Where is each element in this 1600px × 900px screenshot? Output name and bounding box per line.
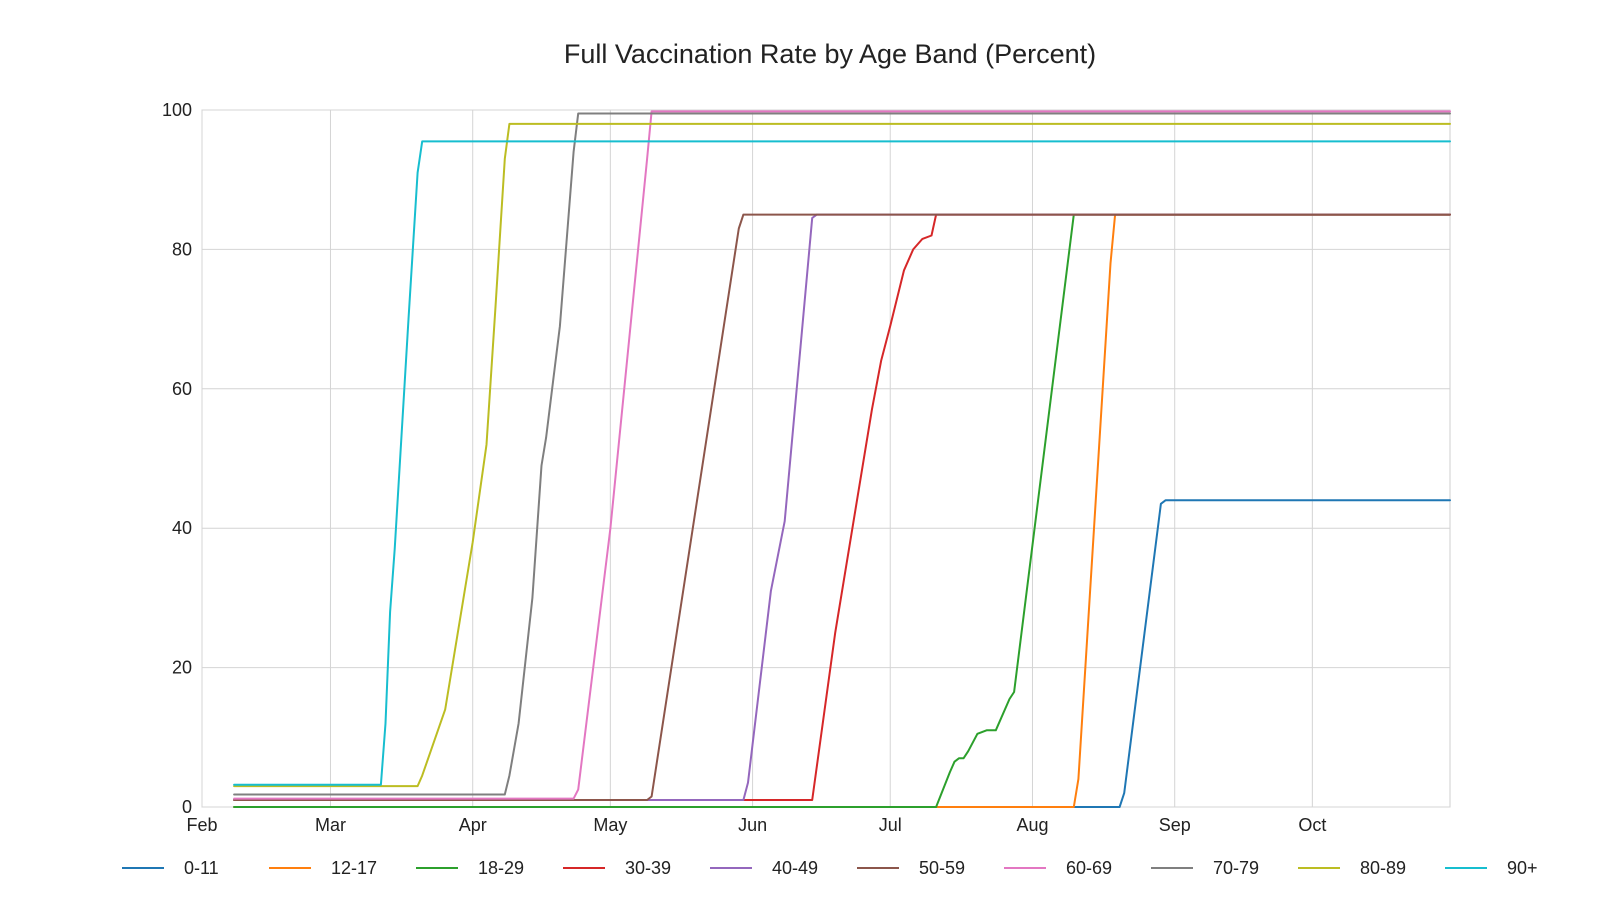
- legend-item: 0-11: [122, 858, 219, 878]
- legend-item: 18-29: [416, 858, 524, 878]
- x-tick-label: May: [593, 815, 627, 835]
- legend-label: 60-69: [1066, 858, 1112, 878]
- series-line-0-11: [233, 499, 1451, 808]
- series-line-50-59: [233, 213, 1451, 801]
- series-line-80-89: [233, 122, 1451, 788]
- legend-item: 50-59: [857, 858, 965, 878]
- legend-label: 80-89: [1360, 858, 1406, 878]
- series-line-60-69: [233, 110, 1451, 800]
- y-tick-label: 100: [162, 100, 192, 120]
- legend-item: 90+: [1445, 858, 1538, 878]
- y-tick-label: 80: [172, 239, 192, 259]
- x-tick-label: Feb: [186, 815, 217, 835]
- series-line-90+: [233, 140, 1451, 786]
- series-line-70-79: [233, 112, 1451, 796]
- grid-lines: [201, 109, 1451, 808]
- chart-title: Full Vaccination Rate by Age Band (Perce…: [564, 39, 1096, 69]
- legend-label: 50-59: [919, 858, 965, 878]
- legend-label: 0-11: [184, 858, 219, 878]
- legend: 0-11 12-17 18-29 30-39 40-49 50-59 60-69 70-79 8…: [122, 858, 1538, 878]
- x-tick-label: Aug: [1016, 815, 1048, 835]
- series-lines: [233, 110, 1451, 808]
- legend-item: 40-49: [710, 858, 818, 878]
- x-tick-label: Sep: [1159, 815, 1191, 835]
- x-tick-label: Mar: [315, 815, 346, 835]
- x-tick-label: Jun: [738, 815, 767, 835]
- legend-item: 80-89: [1298, 858, 1406, 878]
- legend-label: 18-29: [478, 858, 524, 878]
- legend-label: 40-49: [772, 858, 818, 878]
- y-tick-label: 60: [172, 379, 192, 399]
- legend-item: 12-17: [269, 858, 377, 878]
- series-line-40-49: [233, 213, 1451, 801]
- series-line-12-17: [233, 213, 1451, 808]
- legend-label: 90+: [1507, 858, 1538, 878]
- legend-item: 30-39: [563, 858, 671, 878]
- legend-label: 12-17: [331, 858, 377, 878]
- legend-item: 70-79: [1151, 858, 1259, 878]
- series-line-30-39: [233, 213, 1451, 801]
- y-tick-label: 20: [172, 658, 192, 678]
- x-tick-label: Apr: [459, 815, 487, 835]
- y-tick-label: 0: [182, 797, 192, 817]
- series-line-18-29: [233, 213, 1451, 808]
- y-tick-label: 40: [172, 518, 192, 538]
- legend-label: 70-79: [1213, 858, 1259, 878]
- axes: 0 20 40 60 80 100 Feb Mar Apr May Jun Jul Aug Sep Oct: [162, 100, 1326, 835]
- legend-item: 60-69: [1004, 858, 1112, 878]
- x-tick-label: Jul: [879, 815, 902, 835]
- legend-label: 30-39: [625, 858, 671, 878]
- x-tick-label: Oct: [1298, 815, 1326, 835]
